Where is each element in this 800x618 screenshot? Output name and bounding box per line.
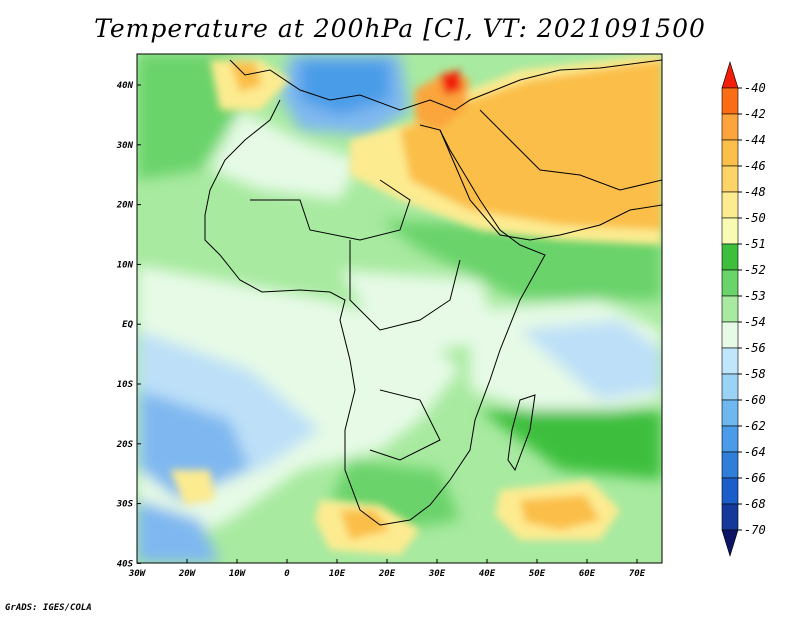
pale-region-sahara [210,110,360,200]
cold-core-mediterranean [300,60,390,115]
border-sahel [250,179,411,241]
lat-tick-label: 40N [117,81,134,91]
cold-region-atlantic [140,390,250,500]
yellow-region-southatlantic [170,470,215,505]
colorbar-swatch [721,191,739,219]
temperature-field [137,54,662,563]
colorbar-swatch [721,269,739,297]
colorbar-label: -46 [744,159,766,173]
green-region-northwest [137,54,240,180]
colorbar-swatch [721,243,739,271]
colorbar-label: -60 [744,393,766,407]
colorbar-swatch [721,113,739,141]
dark-green-southindian [480,410,662,480]
colorbar-label: -62 [744,419,766,433]
colorbar-label: -53 [744,289,766,303]
lon-tick-label: 20E [378,569,396,579]
coastline-arabia [439,129,662,241]
colorbar-label: -48 [744,185,766,199]
colorbar-swatch [721,425,739,453]
colorbar-swatch [721,399,739,427]
colorbar-label: -44 [744,133,766,147]
lat-tick-label: 20S [116,440,134,450]
colorbar-swatch [721,503,739,531]
lon-tick-label: 30W [128,569,147,579]
lon-tick-label: 30E [428,569,446,579]
colorbar-swatch [721,295,739,323]
lat-tick-label: 30N [116,141,134,151]
colorbar-label: -70 [744,523,766,537]
colorbar-label: -52 [744,263,766,277]
colorbar-swatch [721,321,739,349]
lon-tick-label: 50E [529,569,546,579]
lat-tick-label: 10N [117,260,134,270]
colorbar-label: -64 [744,445,766,459]
lat-tick-label: 40S [117,559,134,569]
colorbar-swatch [721,451,739,479]
colorbar-swatch [721,165,739,193]
lon-tick-label: 40E [479,569,496,579]
lat-tick-label: EQ [122,320,133,330]
colorbar-swatch [721,529,739,558]
lon-tick-label: 10E [329,569,346,579]
colorbar-label: -40 [744,81,766,95]
colorbar-swatch [721,217,739,245]
grads-credit: GrADS: IGES/COLA [5,603,92,613]
lat-tick-label: 30S [116,500,134,510]
lon-tick-label: 70E [629,569,646,579]
orange-region-southindian [520,495,600,530]
map-title: Temperature at 200hPa [C], VT: 202109150… [94,14,706,43]
border-central [349,240,461,331]
lon-tick-label: 10W [229,569,247,579]
colorbar-label: -54 [744,315,766,329]
colorbar-swatch [721,87,739,115]
colorbar-label: -66 [744,471,766,485]
cold-region-southwest [137,500,220,563]
border-south [369,389,441,461]
warm-core-turkey [440,70,462,95]
coastline-africa [204,99,546,526]
coastline-madagascar [507,394,536,472]
colorbar-swatch [721,139,739,167]
lon-tick-label: 60E [579,569,596,579]
coastline-north [229,59,662,111]
pale-region-central [340,270,500,350]
orange-region-southafrica [340,510,390,540]
colorbar-label: -51 [744,237,766,251]
lon-tick-label: 0 [284,569,290,579]
plot-frame [136,53,663,564]
blue-region-indian [520,320,662,400]
colorbar-label: -42 [744,107,766,121]
lat-tick-label: 10S [117,380,134,390]
colorbar-label: -68 [744,497,766,511]
colorbar-swatch [721,347,739,375]
lat-tick-label: 20N [116,201,134,211]
colorbar-swatch [721,373,739,401]
coastline-gulf [479,109,662,191]
colorbar-label: -56 [744,341,766,355]
colorbar-swatch [721,477,739,505]
colorbar-label: -50 [744,211,766,225]
colorbar-swatch [721,60,739,89]
colorbar-label: -58 [744,367,766,381]
orange-region-iberia [230,62,262,92]
lon-tick-label: 20W [178,569,197,579]
coastlines [204,59,662,526]
